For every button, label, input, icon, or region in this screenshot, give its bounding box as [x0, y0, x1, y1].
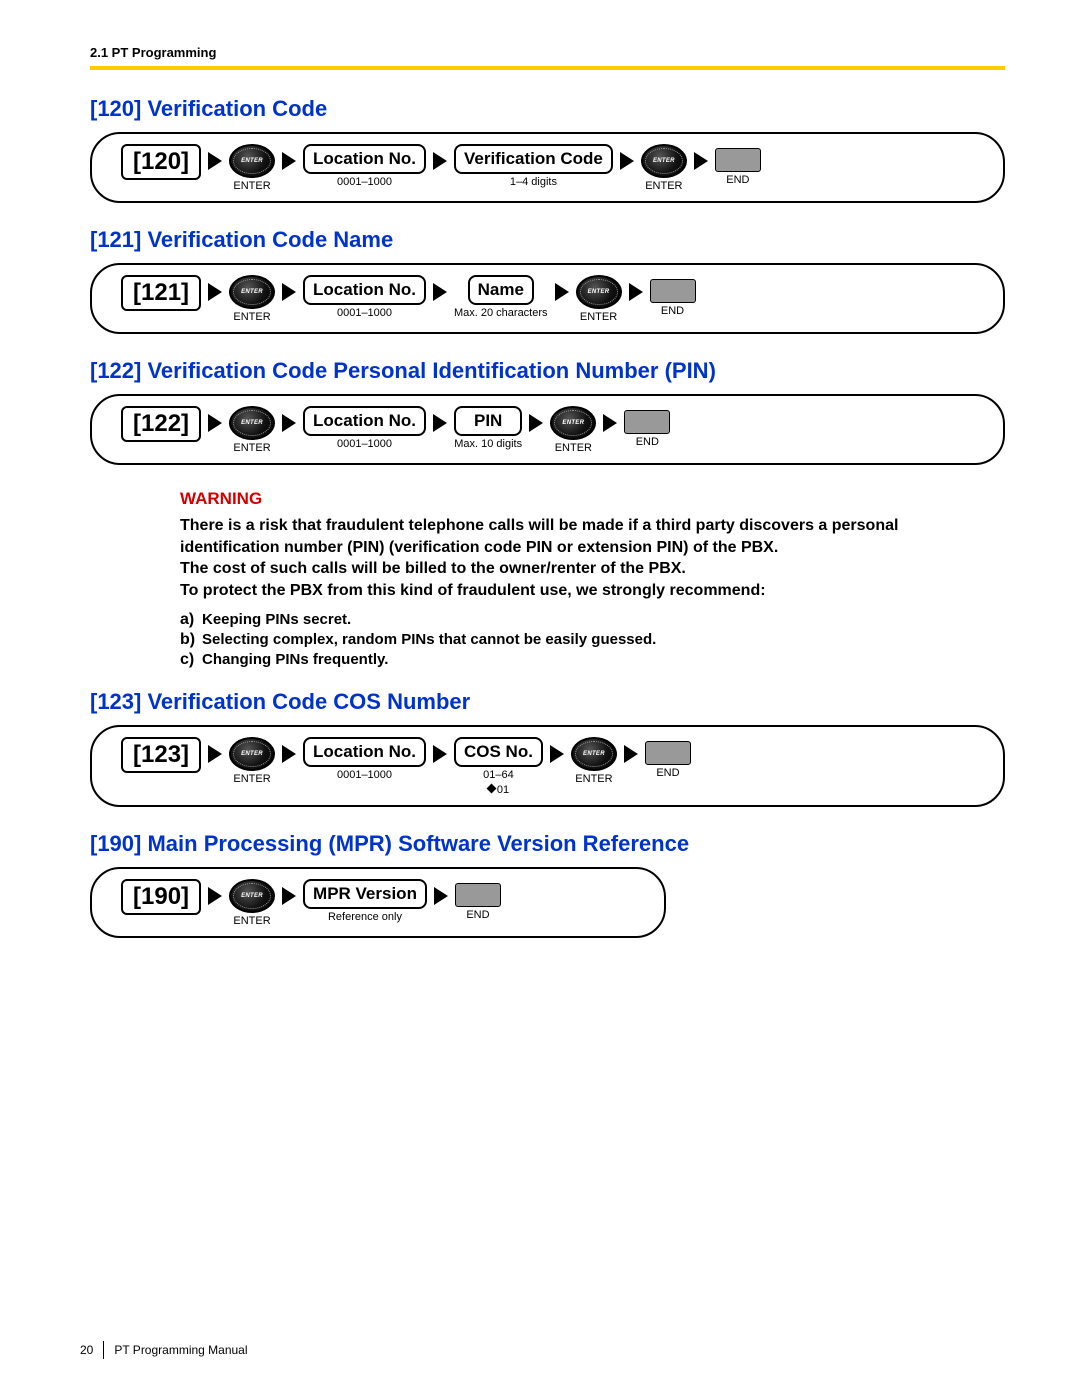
- location-range: 0001–1000: [337, 307, 392, 320]
- section-title-190: [190] Main Processing (MPR) Software Ver…: [90, 831, 1005, 857]
- enter-icon: ENTER: [229, 144, 275, 178]
- flow-120: [120] ENTER ENTER Location No. 0001–1000…: [90, 132, 1005, 203]
- verification-code-field: Verification Code: [454, 144, 613, 174]
- enter-icon: ENTER: [229, 406, 275, 440]
- enter-label: ENTER: [233, 180, 270, 193]
- flow-123: [123] ENTER ENTER Location No. 0001–1000…: [90, 725, 1005, 807]
- arrow-icon: [625, 275, 647, 309]
- page-number: 20: [80, 1343, 93, 1357]
- enter-icon: ENTER: [641, 144, 687, 178]
- arrow-icon: [429, 144, 451, 178]
- field-sub: Max. 10 digits: [454, 438, 522, 451]
- arrow-icon: [278, 144, 300, 178]
- end-key-icon: [715, 148, 761, 172]
- end-key-icon: [455, 883, 501, 907]
- enter-label: ENTER: [233, 915, 270, 928]
- end-key-icon: [624, 410, 670, 434]
- code-122: [122]: [121, 406, 201, 442]
- arrow-icon: [429, 406, 451, 440]
- field-sub: Max. 20 characters: [454, 307, 548, 320]
- section-title-120: [120] Verification Code: [90, 96, 1005, 122]
- warning-item-b: Selecting complex, random PINs that cann…: [202, 631, 656, 648]
- arrow-icon: [278, 275, 300, 309]
- code-121: [121]: [121, 275, 201, 311]
- code-120: [120]: [121, 144, 201, 180]
- enter-icon: ENTER: [229, 737, 275, 771]
- arrow-icon: [546, 737, 568, 771]
- arrow-icon: [204, 144, 226, 178]
- location-field: Location No.: [303, 737, 426, 767]
- location-range: 0001–1000: [337, 769, 392, 782]
- enter-icon: ENTER: [229, 879, 275, 913]
- warning-body: There is a risk that fraudulent telephon…: [180, 515, 940, 601]
- warning-list: a)Keeping PINs secret. b)Selecting compl…: [180, 611, 940, 669]
- section-title-122: [122] Verification Code Personal Identif…: [90, 358, 1005, 384]
- page-footer: 20 PT Programming Manual: [80, 1341, 248, 1359]
- enter-label: ENTER: [645, 180, 682, 193]
- field-sub: Reference only: [328, 911, 402, 924]
- arrow-icon: [551, 275, 573, 309]
- enter-label: ENTER: [575, 773, 612, 786]
- end-label: END: [726, 174, 749, 187]
- enter-icon: ENTER: [550, 406, 596, 440]
- location-field: Location No.: [303, 144, 426, 174]
- page-header: 2.1 PT Programming: [90, 45, 1005, 60]
- arrow-icon: [616, 144, 638, 178]
- arrow-icon: [430, 879, 452, 913]
- warning-title: WARNING: [180, 489, 940, 509]
- footer-divider: [103, 1341, 104, 1359]
- arrow-icon: [204, 737, 226, 771]
- code-190: [190]: [121, 879, 201, 915]
- flow-122: [122] ENTER ENTER Location No. 0001–1000…: [90, 394, 1005, 465]
- section-title-123: [123] Verification Code COS Number: [90, 689, 1005, 715]
- flow-190: [190] ENTER ENTER MPR Version Reference …: [90, 867, 666, 938]
- pin-field: PIN: [454, 406, 522, 436]
- arrow-icon: [620, 737, 642, 771]
- enter-icon: ENTER: [571, 737, 617, 771]
- enter-label: ENTER: [233, 773, 270, 786]
- arrow-icon: [278, 879, 300, 913]
- enter-label: ENTER: [233, 442, 270, 455]
- end-label: END: [636, 436, 659, 449]
- enter-label: ENTER: [580, 311, 617, 324]
- header-rule: [90, 66, 1005, 70]
- warning-block: WARNING There is a risk that fraudulent …: [180, 489, 940, 669]
- end-label: END: [656, 767, 679, 780]
- field-sub: 01–64: [483, 769, 514, 782]
- arrow-icon: [429, 737, 451, 771]
- section-title-121: [121] Verification Code Name: [90, 227, 1005, 253]
- arrow-icon: [429, 275, 451, 309]
- end-key-icon: [650, 279, 696, 303]
- arrow-icon: [204, 406, 226, 440]
- warning-item-a: Keeping PINs secret.: [202, 611, 351, 628]
- footer-title: PT Programming Manual: [114, 1343, 247, 1357]
- arrow-icon: [204, 275, 226, 309]
- enter-icon: ENTER: [576, 275, 622, 309]
- field-sub: 1–4 digits: [510, 176, 557, 189]
- end-label: END: [466, 909, 489, 922]
- location-range: 0001–1000: [337, 176, 392, 189]
- end-label: END: [661, 305, 684, 318]
- enter-icon: ENTER: [229, 275, 275, 309]
- location-field: Location No.: [303, 406, 426, 436]
- location-range: 0001–1000: [337, 438, 392, 451]
- arrow-icon: [204, 879, 226, 913]
- enter-label: ENTER: [555, 442, 592, 455]
- arrow-icon: [525, 406, 547, 440]
- enter-label: ENTER: [233, 311, 270, 324]
- code-123: [123]: [121, 737, 201, 773]
- end-key-icon: [645, 741, 691, 765]
- field-default: 01: [488, 784, 509, 797]
- location-field: Location No.: [303, 275, 426, 305]
- arrow-icon: [278, 406, 300, 440]
- arrow-icon: [690, 144, 712, 178]
- arrow-icon: [278, 737, 300, 771]
- arrow-icon: [599, 406, 621, 440]
- flow-121: [121] ENTER ENTER Location No. 0001–1000…: [90, 263, 1005, 334]
- mpr-version-field: MPR Version: [303, 879, 427, 909]
- cos-field: COS No.: [454, 737, 543, 767]
- name-field: Name: [468, 275, 534, 305]
- warning-item-c: Changing PINs frequently.: [202, 651, 388, 668]
